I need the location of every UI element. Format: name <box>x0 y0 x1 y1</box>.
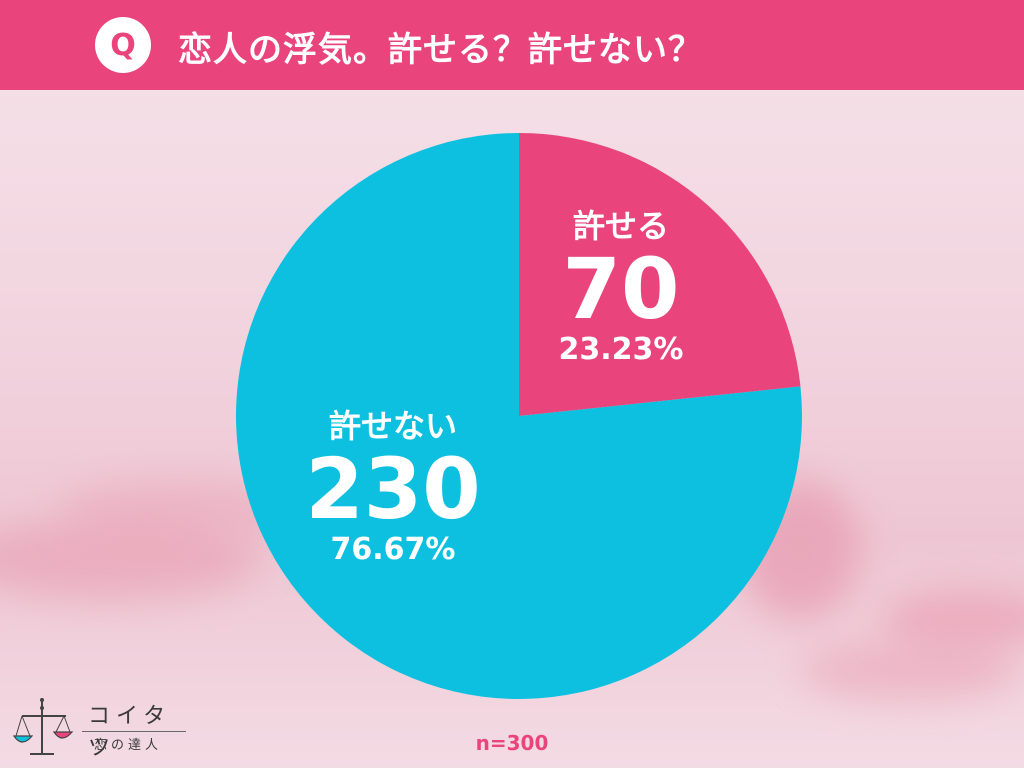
slice-label-yuruseru: 許せる 70 23.23% <box>559 206 684 368</box>
logo-subtitle: 恋の達人 <box>94 738 163 753</box>
logo-name: コイタツ <box>88 704 172 761</box>
slice-count: 70 <box>562 240 680 338</box>
question-badge-icon: Q <box>95 17 151 73</box>
scale-logo-icon <box>12 698 74 755</box>
slice-percent: 76.67% <box>330 532 456 567</box>
slice-label-yurusenai: 許せない 230 76.67% <box>305 406 480 568</box>
slice-name: 許せる <box>572 207 670 245</box>
logo: コイタツ 恋の達人 <box>8 692 198 764</box>
header-bar: Q 恋人の浮気。許せる？許せない？ <box>0 0 1024 90</box>
slice-name: 許せない <box>328 407 457 445</box>
logo-divider <box>82 731 186 732</box>
background-blur <box>800 640 1020 700</box>
page-title: 恋人の浮気。許せる？許せない？ <box>178 30 703 70</box>
sample-size: n=300 <box>475 731 549 755</box>
slice-percent: 23.23% <box>558 332 684 367</box>
pie-slice-1 <box>236 133 802 700</box>
pie-slice-0 <box>519 133 801 416</box>
slice-count: 230 <box>305 440 481 538</box>
